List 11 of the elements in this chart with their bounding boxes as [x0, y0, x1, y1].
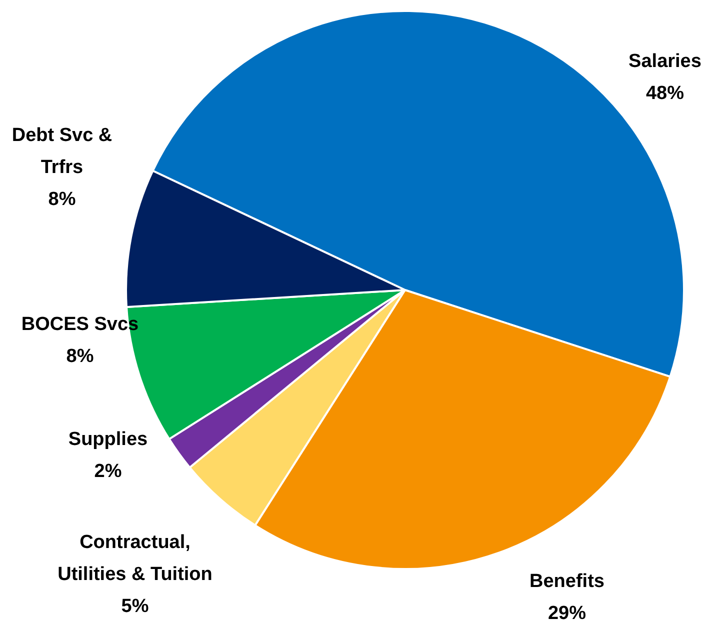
data-label: 29% — [548, 603, 586, 624]
slice-label: Supplies — [68, 429, 148, 450]
slice-label: Benefits — [530, 571, 604, 592]
data-label: 5% — [121, 596, 149, 618]
slice-label: Salaries — [628, 51, 702, 72]
slice-label: Debt Svc & Trfrs — [12, 125, 112, 178]
data-label: 48% — [646, 83, 684, 104]
data-label: 8% — [48, 189, 76, 210]
slice-label: Contractual, Utilities & Tuition — [58, 532, 212, 586]
data-label: 8% — [66, 346, 94, 368]
data-label: 2% — [94, 461, 122, 482]
